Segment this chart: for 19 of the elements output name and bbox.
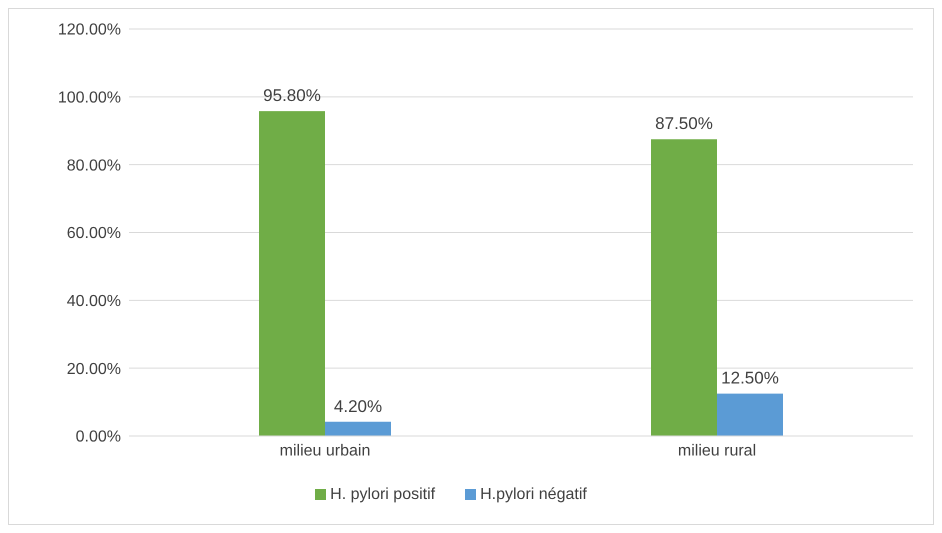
legend-label: H.pylori négatif: [480, 486, 587, 503]
y-tick-label: 20.00%: [66, 360, 121, 378]
bar: [325, 422, 391, 436]
y-tick-label: 80.00%: [66, 157, 121, 174]
data-label: 95.80%: [263, 86, 321, 106]
bar: [259, 111, 325, 436]
data-label: 12.50%: [721, 368, 779, 388]
x-tick-label: milieu rural: [678, 442, 756, 460]
y-tick-label: 40.00%: [66, 293, 121, 310]
data-label: 4.20%: [334, 396, 382, 416]
data-label: 87.50%: [655, 114, 713, 134]
x-tick-label: milieu urbain: [280, 442, 370, 460]
bar: [717, 394, 783, 436]
y-tick-label: 0.00%: [76, 428, 121, 446]
bar: [651, 139, 717, 436]
legend-label: H. pylori positif: [330, 486, 436, 503]
y-tick-label: 60.00%: [66, 225, 121, 242]
y-tick-label: 100.00%: [58, 90, 121, 107]
y-tick-label: 120.00%: [58, 22, 121, 39]
